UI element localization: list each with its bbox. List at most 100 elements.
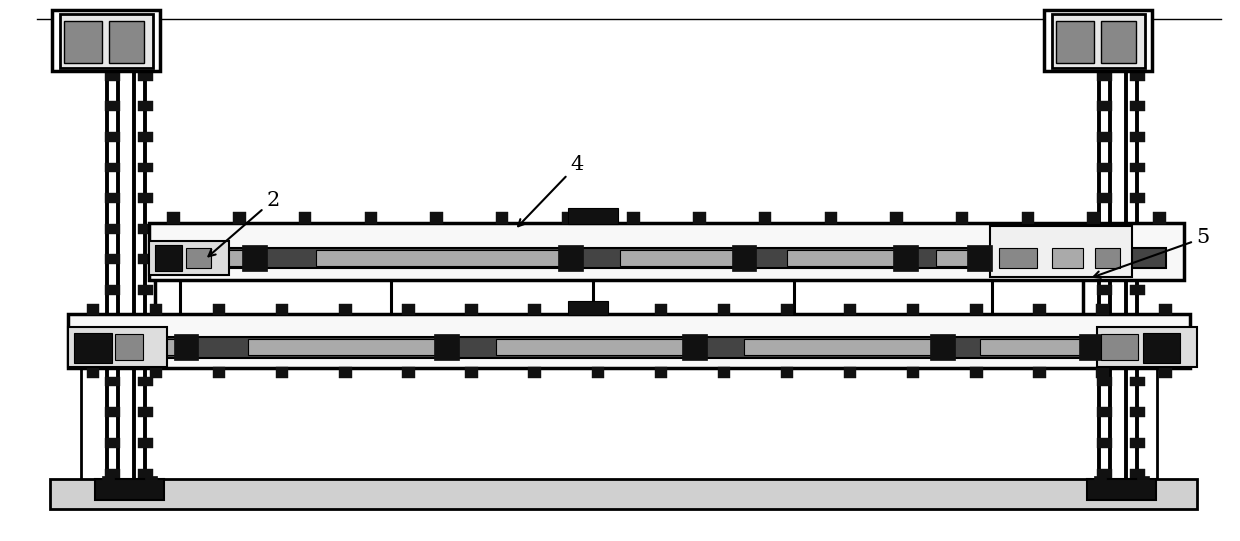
- Bar: [693, 213, 706, 225]
- Bar: [99, 339, 180, 355]
- Bar: [87, 367, 99, 378]
- Bar: [149, 241, 229, 275]
- Bar: [138, 102, 153, 111]
- Bar: [1137, 476, 1149, 481]
- Bar: [248, 339, 446, 355]
- Bar: [1056, 21, 1094, 63]
- Bar: [1159, 304, 1172, 315]
- Bar: [1095, 248, 1120, 268]
- Bar: [1096, 304, 1109, 315]
- Bar: [1087, 479, 1156, 500]
- Bar: [844, 367, 857, 378]
- Bar: [138, 163, 153, 173]
- Bar: [970, 304, 982, 315]
- Bar: [105, 71, 120, 81]
- Bar: [138, 254, 153, 264]
- Bar: [465, 304, 477, 315]
- Bar: [105, 132, 120, 142]
- Bar: [655, 304, 667, 315]
- Bar: [1097, 315, 1112, 325]
- Bar: [1143, 333, 1180, 363]
- Bar: [1101, 334, 1138, 360]
- Bar: [1097, 346, 1112, 356]
- Bar: [1130, 102, 1145, 111]
- Bar: [143, 337, 1172, 358]
- Bar: [1097, 327, 1197, 367]
- Bar: [967, 245, 992, 271]
- Bar: [1097, 469, 1112, 478]
- Bar: [434, 334, 459, 360]
- Bar: [105, 438, 120, 447]
- Bar: [145, 476, 157, 481]
- Bar: [1130, 346, 1145, 356]
- Bar: [1130, 407, 1145, 417]
- Bar: [825, 213, 837, 225]
- Bar: [1097, 438, 1112, 447]
- Bar: [102, 476, 114, 481]
- Bar: [1130, 438, 1145, 447]
- Bar: [1130, 163, 1145, 173]
- Bar: [340, 367, 352, 378]
- Bar: [980, 339, 1085, 355]
- Bar: [277, 367, 289, 378]
- Bar: [718, 367, 730, 378]
- Bar: [105, 163, 120, 173]
- Text: 2: 2: [208, 190, 280, 256]
- Bar: [138, 132, 153, 142]
- Bar: [1097, 377, 1112, 386]
- Bar: [1097, 132, 1112, 142]
- Bar: [186, 248, 211, 268]
- Bar: [930, 334, 955, 360]
- Bar: [528, 367, 541, 378]
- Bar: [174, 334, 198, 360]
- Bar: [167, 213, 180, 225]
- Bar: [87, 334, 112, 360]
- Bar: [115, 334, 143, 360]
- Bar: [1130, 285, 1145, 295]
- Bar: [620, 250, 738, 266]
- Bar: [105, 315, 120, 325]
- Bar: [1097, 285, 1112, 295]
- Bar: [1087, 213, 1100, 225]
- Bar: [430, 213, 443, 225]
- Bar: [402, 367, 414, 378]
- Bar: [990, 226, 1132, 277]
- Bar: [52, 10, 160, 71]
- Bar: [893, 245, 918, 271]
- Bar: [627, 213, 640, 225]
- Bar: [655, 367, 667, 378]
- Bar: [68, 314, 1190, 368]
- Bar: [682, 334, 707, 360]
- Bar: [105, 377, 120, 386]
- Bar: [1022, 213, 1034, 225]
- Bar: [744, 339, 942, 355]
- Bar: [402, 304, 414, 315]
- Bar: [138, 315, 153, 325]
- Bar: [999, 248, 1037, 268]
- Bar: [970, 367, 982, 378]
- Bar: [213, 304, 226, 315]
- Bar: [528, 304, 541, 315]
- Bar: [167, 250, 248, 266]
- Bar: [496, 213, 508, 225]
- Bar: [87, 304, 99, 315]
- Bar: [1153, 213, 1166, 225]
- Bar: [787, 250, 905, 266]
- Bar: [890, 213, 903, 225]
- Bar: [732, 245, 756, 271]
- Bar: [1096, 367, 1109, 378]
- Bar: [138, 224, 153, 234]
- Bar: [138, 407, 153, 417]
- Bar: [155, 245, 180, 271]
- Bar: [1097, 254, 1112, 264]
- Bar: [1130, 469, 1145, 478]
- Bar: [1097, 224, 1112, 234]
- Bar: [213, 367, 226, 378]
- Bar: [155, 245, 182, 271]
- Bar: [936, 250, 973, 266]
- Bar: [1097, 407, 1112, 417]
- Bar: [105, 102, 120, 111]
- Bar: [233, 213, 246, 225]
- Bar: [150, 304, 162, 315]
- Bar: [1130, 71, 1145, 81]
